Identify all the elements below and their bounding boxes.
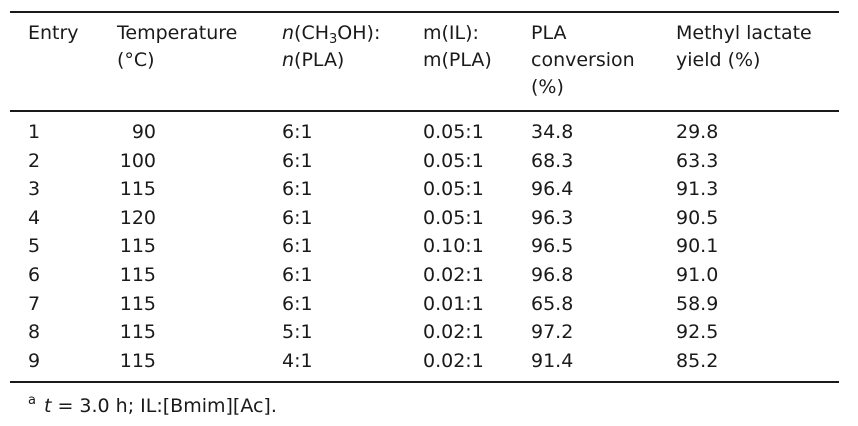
table-row: 4 120 6:1 0.05:1 96.3 90.5 <box>10 204 839 233</box>
cell-il-ratio: 0.05:1 <box>423 178 484 201</box>
table-row: 3 115 6:1 0.05:1 96.4 91.3 <box>10 175 839 204</box>
cell-temperature: 115 <box>119 349 156 372</box>
cell-yield: 58.9 <box>676 292 719 315</box>
table-row: 2 100 6:1 0.05:1 68.3 63.3 <box>10 147 839 176</box>
header-methanol-ratio: n(CH3OH): n(PLA) <box>282 20 380 74</box>
table-row: 1 90 6:1 0.05:1 34.8 29.8 <box>10 118 839 147</box>
footnote-variable: t <box>43 395 52 417</box>
header-temperature-line2: (°C) <box>117 49 155 71</box>
header-conversion: PLA conversion (%) <box>531 20 635 101</box>
cell-conversion: 97.2 <box>531 321 574 344</box>
cell-conversion: 96.3 <box>531 206 574 229</box>
header-methanol-ratio-line2: n(PLA) <box>282 47 380 74</box>
cell-temperature: 120 <box>119 206 156 229</box>
cell-entry: 5 <box>28 235 41 258</box>
cell-temperature: 100 <box>119 149 156 172</box>
cell-temperature: 115 <box>119 178 156 201</box>
header-yield-line2: yield (%) <box>676 49 761 71</box>
cell-entry: 6 <box>28 264 41 286</box>
header-rule <box>10 110 839 112</box>
cell-methanol-ratio: 6:1 <box>282 292 313 315</box>
cell-conversion: 68.3 <box>531 149 574 172</box>
table-row: 5 115 6:1 0.10:1 96.5 90.1 <box>10 232 839 261</box>
cell-entry: 8 <box>28 321 41 344</box>
cell-yield: 92.5 <box>676 321 719 344</box>
cell-il-ratio: 0.02:1 <box>423 349 484 372</box>
cell-il-ratio: 0.10:1 <box>423 235 484 258</box>
table-row: 9 115 4:1 0.02:1 91.4 85.2 <box>10 347 839 376</box>
cell-il-ratio: 0.05:1 <box>423 149 484 172</box>
cell-il-ratio: 0.05:1 <box>423 121 484 143</box>
table-row: 7 115 6:1 0.01:1 65.8 58.9 <box>10 290 839 319</box>
footnote-marker: a <box>28 393 36 408</box>
header-yield: Methyl lactate yield (%) <box>676 20 812 74</box>
cell-entry: 1 <box>28 121 41 143</box>
cell-temperature: 90 <box>131 121 156 143</box>
cell-conversion: 96.4 <box>531 178 574 201</box>
cell-methanol-ratio: 4:1 <box>282 349 313 372</box>
bottom-rule <box>10 381 839 383</box>
cell-methanol-ratio: 6:1 <box>282 235 313 258</box>
cell-temperature: 115 <box>119 235 156 258</box>
cell-entry: 4 <box>28 206 41 229</box>
cell-yield: 91.3 <box>676 178 719 201</box>
cell-yield: 63.3 <box>676 149 719 172</box>
header-conversion-line2: conversion <box>531 49 635 71</box>
cell-il-ratio: 0.02:1 <box>423 321 484 344</box>
footnote-text: = 3.0 h; IL:[Bmim][Ac]. <box>51 395 277 417</box>
header-il-ratio: m(IL): m(PLA) <box>423 20 492 74</box>
cell-methanol-ratio: 6:1 <box>282 264 313 286</box>
cell-entry: 2 <box>28 149 41 172</box>
cell-methanol-ratio: 6:1 <box>282 178 313 201</box>
cell-temperature: 115 <box>119 264 156 286</box>
table-row: 8 115 5:1 0.02:1 97.2 92.5 <box>10 318 839 347</box>
header-entry: Entry <box>28 20 79 47</box>
header-methanol-ratio-line1: n(CH3OH): <box>282 20 380 47</box>
formula-close: OH): <box>337 22 381 44</box>
cell-entry: 9 <box>28 349 41 372</box>
cell-conversion: 91.4 <box>531 349 574 372</box>
header-temperature: Temperature (°C) <box>117 20 237 74</box>
header-yield-line1: Methyl lactate <box>676 22 812 44</box>
cell-yield: 90.5 <box>676 206 719 229</box>
formula-open: (CH <box>294 22 330 44</box>
cell-entry: 7 <box>28 292 41 315</box>
cell-yield: 29.8 <box>676 121 719 143</box>
header-il-ratio-line2: m(PLA) <box>423 49 492 71</box>
header-conversion-line1: PLA <box>531 22 567 44</box>
cell-entry: 3 <box>28 178 41 201</box>
header-il-ratio-line1: m(IL): <box>423 22 479 44</box>
cell-methanol-ratio: 6:1 <box>282 149 313 172</box>
cell-conversion: 96.8 <box>531 264 574 286</box>
cell-conversion: 96.5 <box>531 235 574 258</box>
cell-temperature: 115 <box>119 292 156 315</box>
cell-methanol-ratio: 6:1 <box>282 121 313 143</box>
cell-yield: 91.0 <box>676 264 719 286</box>
formula-pla: (PLA) <box>294 49 345 71</box>
header-conversion-line3: (%) <box>531 76 564 98</box>
cell-yield: 90.1 <box>676 235 719 258</box>
cell-il-ratio: 0.01:1 <box>423 292 484 315</box>
italic-n: n <box>282 49 295 71</box>
table-row: 6 115 6:1 0.02:1 96.8 91.0 <box>10 261 839 290</box>
cell-methanol-ratio: 5:1 <box>282 321 313 344</box>
cell-il-ratio: 0.05:1 <box>423 206 484 229</box>
top-rule <box>10 11 839 13</box>
cell-temperature: 115 <box>119 321 156 344</box>
cell-il-ratio: 0.02:1 <box>423 264 484 286</box>
header-temperature-line1: Temperature <box>117 22 238 44</box>
cell-conversion: 65.8 <box>531 292 574 315</box>
header-entry-label: Entry <box>28 22 79 44</box>
cell-yield: 85.2 <box>676 349 719 372</box>
cell-methanol-ratio: 6:1 <box>282 206 313 229</box>
cell-conversion: 34.8 <box>531 121 574 143</box>
italic-n: n <box>282 22 295 44</box>
formula-subscript: 3 <box>329 32 338 47</box>
